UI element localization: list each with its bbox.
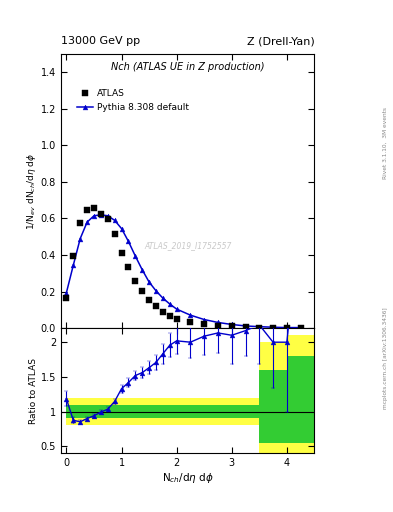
ATLAS bbox=[243, 324, 248, 330]
Pythia 8.308 default bbox=[285, 325, 289, 331]
Pythia 8.308 default bbox=[271, 324, 275, 330]
ATLAS bbox=[99, 211, 103, 217]
Y-axis label: 1/N$_{ev}$ dN$_{ch}$/d$\eta$ d$\phi$: 1/N$_{ev}$ dN$_{ch}$/d$\eta$ d$\phi$ bbox=[25, 153, 38, 230]
Pythia 8.308 default bbox=[160, 295, 165, 301]
Pythia 8.308 default bbox=[188, 312, 193, 318]
ATLAS bbox=[230, 324, 234, 330]
Pythia 8.308 default bbox=[105, 212, 110, 219]
ATLAS bbox=[147, 297, 151, 303]
Pythia 8.308 default bbox=[298, 325, 303, 331]
Pythia 8.308 default bbox=[78, 236, 83, 242]
Pythia 8.308 default bbox=[64, 290, 69, 296]
Pythia 8.308 default bbox=[119, 225, 124, 231]
Pythia 8.308 default bbox=[147, 279, 151, 285]
ATLAS bbox=[216, 323, 220, 329]
Pythia 8.308 default bbox=[85, 219, 90, 225]
Pythia 8.308 default bbox=[92, 212, 96, 219]
Text: Z (Drell-Yan): Z (Drell-Yan) bbox=[247, 36, 314, 46]
ATLAS bbox=[160, 309, 165, 315]
Line: ATLAS: ATLAS bbox=[64, 206, 303, 331]
ATLAS bbox=[202, 321, 207, 327]
Pythia 8.308 default bbox=[174, 306, 179, 312]
Text: ATLAS_2019_I1752557: ATLAS_2019_I1752557 bbox=[144, 242, 231, 250]
Pythia 8.308 default bbox=[257, 324, 262, 330]
Pythia 8.308 default bbox=[126, 238, 131, 244]
Pythia 8.308 default bbox=[71, 262, 76, 268]
Pythia 8.308 default bbox=[133, 253, 138, 259]
ATLAS bbox=[140, 288, 145, 294]
Pythia 8.308 default bbox=[154, 288, 158, 294]
ATLAS bbox=[105, 217, 110, 223]
ATLAS bbox=[119, 250, 124, 257]
Text: mcplots.cern.ch [arXiv:1306.3436]: mcplots.cern.ch [arXiv:1306.3436] bbox=[383, 308, 387, 409]
Pythia 8.308 default bbox=[230, 322, 234, 328]
ATLAS bbox=[167, 313, 172, 319]
ATLAS bbox=[298, 325, 303, 331]
Pythia 8.308 default bbox=[140, 267, 145, 273]
ATLAS bbox=[112, 231, 117, 237]
Y-axis label: Ratio to ATLAS: Ratio to ATLAS bbox=[29, 358, 38, 424]
Text: Rivet 3.1.10,  3M events: Rivet 3.1.10, 3M events bbox=[383, 108, 387, 179]
ATLAS bbox=[133, 278, 138, 284]
ATLAS bbox=[64, 295, 69, 301]
Text: 13000 GeV pp: 13000 GeV pp bbox=[61, 36, 140, 46]
Pythia 8.308 default bbox=[243, 323, 248, 329]
ATLAS bbox=[174, 316, 179, 322]
ATLAS bbox=[271, 325, 275, 331]
Pythia 8.308 default bbox=[202, 316, 207, 323]
ATLAS bbox=[71, 253, 76, 259]
ATLAS bbox=[126, 264, 131, 270]
ATLAS bbox=[85, 207, 90, 214]
Text: Nch (ATLAS UE in Z production): Nch (ATLAS UE in Z production) bbox=[111, 62, 264, 72]
X-axis label: N$_{ch}$/d$\eta$ d$\phi$: N$_{ch}$/d$\eta$ d$\phi$ bbox=[162, 471, 213, 485]
Line: Pythia 8.308 default: Pythia 8.308 default bbox=[64, 212, 303, 330]
Pythia 8.308 default bbox=[99, 212, 103, 218]
Legend: ATLAS, Pythia 8.308 default: ATLAS, Pythia 8.308 default bbox=[73, 86, 192, 116]
ATLAS bbox=[154, 303, 158, 309]
Pythia 8.308 default bbox=[216, 319, 220, 326]
Pythia 8.308 default bbox=[112, 217, 117, 223]
ATLAS bbox=[188, 318, 193, 325]
ATLAS bbox=[78, 220, 83, 226]
ATLAS bbox=[285, 325, 289, 331]
Pythia 8.308 default bbox=[167, 301, 172, 307]
ATLAS bbox=[92, 205, 96, 211]
ATLAS bbox=[257, 325, 262, 331]
